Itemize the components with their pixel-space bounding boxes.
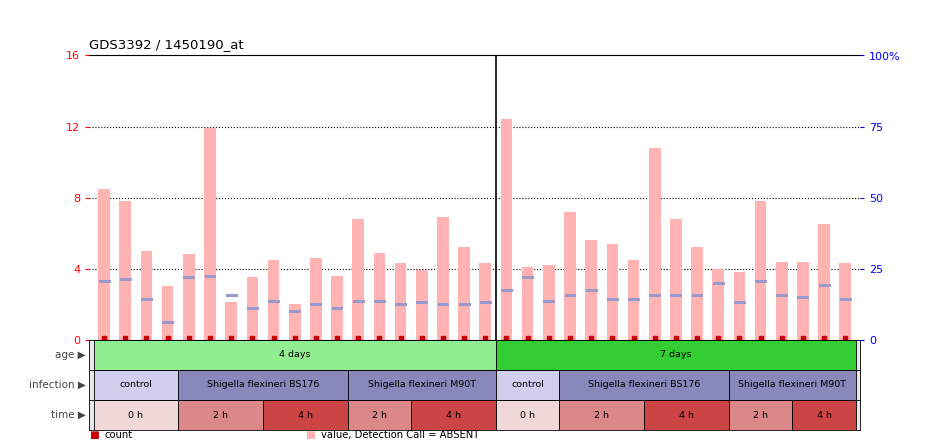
Bar bbox=[713, 269, 724, 340]
Bar bbox=[649, 148, 661, 340]
Bar bbox=[755, 201, 766, 340]
Text: 0 h: 0 h bbox=[129, 411, 144, 420]
Bar bbox=[119, 201, 131, 340]
Bar bbox=[543, 265, 555, 340]
Bar bbox=[606, 244, 619, 340]
Bar bbox=[162, 286, 174, 340]
Bar bbox=[644, 400, 728, 430]
Bar bbox=[183, 254, 195, 340]
Text: ■: ■ bbox=[306, 430, 315, 440]
Bar bbox=[728, 370, 855, 400]
Bar bbox=[776, 262, 788, 340]
Bar bbox=[331, 276, 343, 340]
Bar bbox=[496, 340, 855, 370]
Bar bbox=[437, 217, 448, 340]
Bar bbox=[352, 219, 364, 340]
Text: 2 h: 2 h bbox=[372, 411, 387, 420]
Bar bbox=[819, 224, 830, 340]
Text: 7 days: 7 days bbox=[660, 350, 692, 359]
Text: value, Detection Call = ABSENT: value, Detection Call = ABSENT bbox=[321, 430, 478, 440]
Text: 4 h: 4 h bbox=[679, 411, 694, 420]
Bar bbox=[459, 247, 470, 340]
Bar bbox=[586, 240, 597, 340]
Bar bbox=[179, 370, 348, 400]
Text: ■: ■ bbox=[89, 430, 99, 440]
Bar bbox=[691, 247, 703, 340]
Text: Shigella flexineri M90T: Shigella flexineri M90T bbox=[738, 381, 846, 389]
Bar bbox=[99, 189, 110, 340]
Text: 0 h: 0 h bbox=[520, 411, 535, 420]
Text: control: control bbox=[511, 381, 544, 389]
Text: 2 h: 2 h bbox=[213, 411, 228, 420]
Bar bbox=[797, 262, 808, 340]
Bar bbox=[94, 400, 179, 430]
Bar bbox=[839, 263, 851, 340]
Bar bbox=[733, 272, 745, 340]
Text: 4 h: 4 h bbox=[298, 411, 313, 420]
Bar bbox=[496, 370, 559, 400]
Bar bbox=[179, 400, 263, 430]
Text: Shigella flexineri BS176: Shigella flexineri BS176 bbox=[588, 381, 700, 389]
Text: age ▶: age ▶ bbox=[55, 350, 86, 360]
Bar bbox=[263, 400, 348, 430]
Bar bbox=[522, 267, 534, 340]
Bar bbox=[395, 263, 406, 340]
Bar bbox=[268, 260, 279, 340]
Text: 2 h: 2 h bbox=[753, 411, 768, 420]
Bar bbox=[141, 251, 152, 340]
Text: control: control bbox=[119, 381, 152, 389]
Text: Shigella flexineri BS176: Shigella flexineri BS176 bbox=[207, 381, 319, 389]
Bar bbox=[246, 278, 258, 340]
Text: infection ▶: infection ▶ bbox=[28, 380, 86, 390]
Bar bbox=[94, 370, 179, 400]
Bar bbox=[226, 302, 237, 340]
Bar bbox=[479, 263, 491, 340]
Bar bbox=[373, 253, 385, 340]
Bar bbox=[792, 400, 855, 430]
Bar bbox=[559, 400, 644, 430]
Bar bbox=[310, 258, 321, 340]
Bar bbox=[348, 370, 496, 400]
Text: Shigella flexineri M90T: Shigella flexineri M90T bbox=[368, 381, 476, 389]
Bar bbox=[204, 128, 216, 340]
Text: count: count bbox=[104, 430, 133, 440]
Bar bbox=[501, 119, 512, 340]
Text: 4 days: 4 days bbox=[279, 350, 310, 359]
Bar bbox=[94, 340, 496, 370]
Text: GDS3392 / 1450190_at: GDS3392 / 1450190_at bbox=[89, 38, 243, 51]
Bar bbox=[628, 260, 639, 340]
Text: time ▶: time ▶ bbox=[51, 410, 86, 420]
Text: 4 h: 4 h bbox=[817, 411, 832, 420]
Bar bbox=[289, 304, 301, 340]
Bar bbox=[496, 400, 559, 430]
Bar bbox=[559, 370, 728, 400]
Bar bbox=[728, 400, 792, 430]
Bar bbox=[670, 219, 681, 340]
Bar bbox=[415, 270, 428, 340]
Bar bbox=[348, 400, 411, 430]
Bar bbox=[411, 400, 496, 430]
Text: 2 h: 2 h bbox=[594, 411, 609, 420]
Text: 4 h: 4 h bbox=[446, 411, 461, 420]
Bar bbox=[564, 212, 576, 340]
